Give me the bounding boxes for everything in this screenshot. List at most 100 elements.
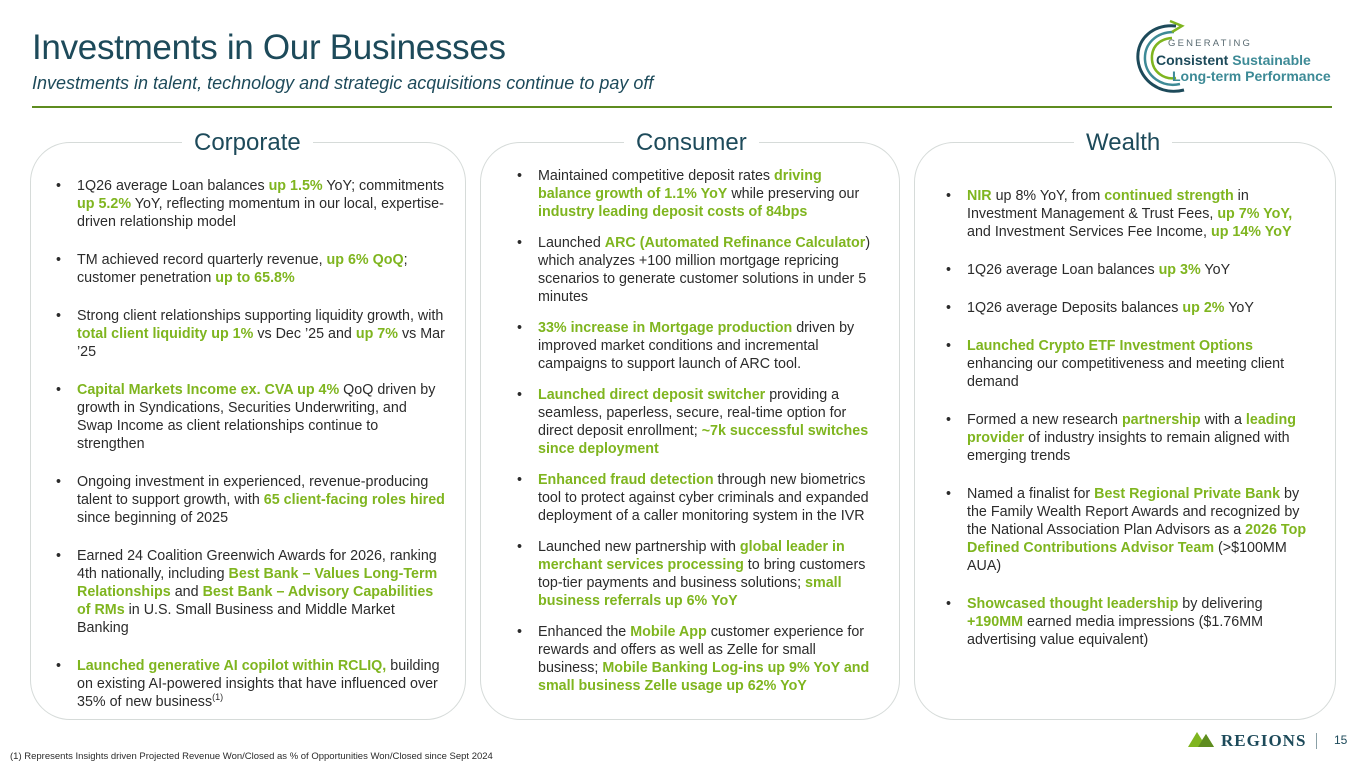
bullet-item: Launched ARC (Automated Refinance Calcul… xyxy=(516,234,876,306)
highlight-text: Mobile Banking Log-ins up 9% YoY and sma… xyxy=(538,660,870,694)
highlight-text: ARC (Automated Refinance Calculator xyxy=(604,235,866,251)
bullet-text: to bring customers top-tier payments and… xyxy=(538,557,866,591)
bullet-item: 1Q26 average Loan balances up 3% YoY xyxy=(945,261,1310,279)
highlight-text: Best Regional Private Bank xyxy=(1094,486,1281,502)
bullet-text: providing a seamless, paperless, secure,… xyxy=(538,387,847,439)
highlight-text: total client liquidity up 1% xyxy=(77,326,254,342)
bullet-item: Earned 24 Coalition Greenwich Awards for… xyxy=(55,547,445,637)
bullet-item: Ongoing investment in experienced, reven… xyxy=(55,473,445,527)
bullet-text: Maintained competitive deposit rates xyxy=(538,168,775,184)
bullet-text: Formed a new research xyxy=(967,412,1122,428)
logo-line-performance: Long-term Performance xyxy=(1172,68,1331,84)
bullet-text: YoY xyxy=(1200,262,1231,278)
bullet-text: YoY xyxy=(1224,300,1254,316)
highlight-text: 2026 Top Defined Contributions Advisor T… xyxy=(967,522,1307,556)
bullet-item: Formed a new research partnership with a… xyxy=(945,411,1310,465)
consumer-bullets: Maintained competitive deposit rates dri… xyxy=(516,167,876,708)
highlight-text: up 2% xyxy=(1182,300,1225,316)
bullet-text: Enhanced the xyxy=(538,624,631,640)
bullet-text: 1Q26 average Loan balances xyxy=(967,262,1159,278)
highlight-text: 65 client-facing roles hired xyxy=(263,492,445,508)
highlight-text: up 1.5% xyxy=(268,178,323,194)
highlight-text: up to 65.8% xyxy=(215,270,295,286)
highlight-text: Showcased thought leadership xyxy=(967,596,1179,612)
highlight-text: up 7% xyxy=(355,326,398,342)
bullet-text: and xyxy=(170,584,203,600)
highlight-text: Enhanced fraud detection xyxy=(538,472,714,488)
highlight-text: partnership xyxy=(1121,412,1201,428)
highlight-text: global leader in merchant services proce… xyxy=(538,539,845,573)
bullet-text: Strong client relationships supporting l… xyxy=(77,308,444,324)
bullet-text: while preserving our xyxy=(727,186,860,202)
wealth-bullets: NIR up 8% YoY, from continued strength i… xyxy=(945,187,1310,669)
bullet-text: Ongoing investment in experienced, reven… xyxy=(77,474,429,508)
bullet-text: QoQ driven by growth in Syndications, Se… xyxy=(77,382,436,452)
corporate-heading: Corporate xyxy=(182,129,313,157)
bullet-item: Launched generative AI copilot within RC… xyxy=(55,657,445,711)
bullet-text: 1Q26 average Loan balances xyxy=(77,178,269,194)
highlight-text: continued strength xyxy=(1104,188,1234,204)
bullet-text: Launched xyxy=(538,235,605,251)
bullet-text: earned media impressions ($1.76MM advert… xyxy=(967,614,1264,648)
highlight-text: up 14% YoY xyxy=(1210,224,1292,240)
highlight-text: Mobile App xyxy=(630,624,707,640)
highlight-text: Best Bank – Advisory Capabilities of RMs xyxy=(77,584,434,618)
bullet-item: Enhanced fraud detection through new bio… xyxy=(516,471,876,525)
bullet-item: TM achieved record quarterly revenue, up… xyxy=(55,251,445,287)
bullet-item: 33% increase in Mortgage production driv… xyxy=(516,319,876,373)
corporate-bullets: 1Q26 average Loan balances up 1.5% YoY; … xyxy=(55,177,445,731)
bullet-item: Maintained competitive deposit rates dri… xyxy=(516,167,876,221)
bullet-text: Launched new partnership with xyxy=(538,539,740,555)
bullet-text: in U.S. Small Business and Middle Market… xyxy=(77,602,395,636)
bullet-text: 1Q26 average Deposits balances xyxy=(967,300,1183,316)
generating-performance-logo: GENERATING Consistent Sustainable Long-t… xyxy=(1130,18,1350,102)
highlight-text: ~7k successful switches since deployment xyxy=(538,423,869,457)
highlight-text: Capital Markets Income ex. CVA up 4% xyxy=(77,382,340,398)
bullet-item: Capital Markets Income ex. CVA up 4% QoQ… xyxy=(55,381,445,453)
bullet-item: Launched new partnership with global lea… xyxy=(516,538,876,610)
brand-name: REGIONS xyxy=(1221,731,1307,750)
consumer-heading: Consumer xyxy=(624,129,759,157)
bullet-text: building on existing AI-powered insights… xyxy=(77,658,440,710)
bullet-text: (1) xyxy=(212,692,224,703)
logo-generating: GENERATING xyxy=(1168,38,1253,49)
bullet-text: up 8% YoY, from xyxy=(991,188,1105,204)
bullet-text: of industry insights to remain aligned w… xyxy=(967,430,1290,464)
bullet-text: Named a finalist for xyxy=(967,486,1095,502)
page-title: Investments in Our Businesses xyxy=(32,28,506,67)
footer-divider xyxy=(1316,733,1317,749)
wealth-heading: Wealth xyxy=(1074,129,1173,157)
regions-pyramid-logo-icon xyxy=(1188,732,1214,747)
highlight-text: Best Bank – Values Long-Term Relationshi… xyxy=(77,566,438,600)
page-number: 15 xyxy=(1334,733,1348,747)
bullet-text: driven by improved market conditions and… xyxy=(538,320,855,372)
page-subtitle: Investments in talent, technology and st… xyxy=(32,73,654,93)
footnote: (1) Represents Insights driven Projected… xyxy=(10,751,493,762)
bullet-text: customer experience for rewards and offe… xyxy=(538,624,865,676)
bullet-item: Showcased thought leadership by deliveri… xyxy=(945,595,1310,649)
bullet-text: ) which analyzes +100 million mortgage r… xyxy=(538,235,871,305)
bullet-text: in Investment Management & Trust Fees, xyxy=(967,188,1249,222)
highlight-text: 33% increase in Mortgage production xyxy=(538,320,793,336)
highlight-text: small business referrals up 6% YoY xyxy=(538,575,842,609)
bullet-text: enhancing our competitiveness and meetin… xyxy=(967,356,1285,390)
highlight-text: leading provider xyxy=(967,412,1296,446)
highlight-text: driving balance growth of 1.1% YoY xyxy=(538,168,822,202)
highlight-text: industry leading deposit costs of 84bps xyxy=(538,204,808,220)
highlight-text: Launched direct deposit switcher xyxy=(538,387,766,403)
highlight-text: Launched generative AI copilot within RC… xyxy=(77,658,387,674)
swirl-arrow-logo-icon xyxy=(1136,19,1185,93)
bullet-text: TM achieved record quarterly revenue, xyxy=(77,252,327,268)
bullet-item: 1Q26 average Deposits balances up 2% YoY xyxy=(945,299,1310,317)
bullet-item: Named a finalist for Best Regional Priva… xyxy=(945,485,1310,575)
bullet-item: Enhanced the Mobile App customer experie… xyxy=(516,623,876,695)
bullet-text: through new biometrics tool to protect a… xyxy=(538,472,869,524)
regions-logo: REGIONS xyxy=(1188,728,1318,750)
highlight-text: up 5.2% xyxy=(77,196,132,212)
highlight-text: up 6% QoQ xyxy=(326,252,404,268)
bullet-item: Launched Crypto ETF Investment Options e… xyxy=(945,337,1310,391)
bullet-text: by delivering xyxy=(1178,596,1263,612)
title-divider xyxy=(32,106,1332,108)
highlight-text: up 7% YoY, xyxy=(1217,206,1293,222)
bullet-item: 1Q26 average Loan balances up 1.5% YoY; … xyxy=(55,177,445,231)
